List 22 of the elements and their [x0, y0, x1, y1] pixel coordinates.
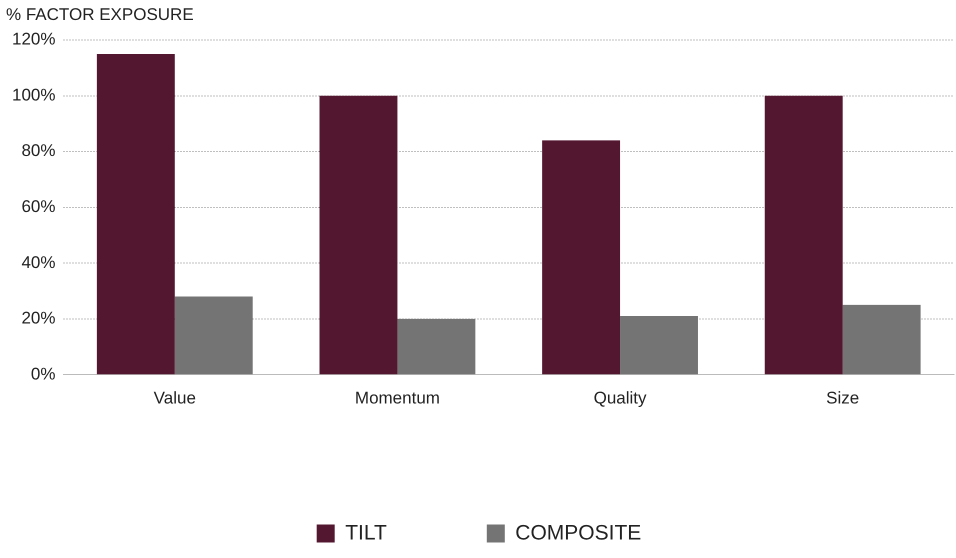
y-tick-label: 40%	[21, 252, 56, 272]
x-tick-label: Size	[826, 388, 860, 408]
bar	[842, 304, 921, 374]
bar	[174, 296, 253, 374]
y-tick-label: 0%	[30, 364, 56, 384]
bar	[96, 54, 175, 374]
y-tick-label: 80%	[21, 141, 56, 160]
legend-label: COMPOSITE	[515, 521, 642, 544]
x-tick-label: Value	[154, 388, 196, 408]
legend-label: TILT	[345, 521, 387, 544]
bar	[620, 316, 698, 374]
bar	[397, 318, 476, 374]
y-tick-label: 20%	[21, 308, 56, 328]
y-tick-label: 100%	[12, 85, 56, 104]
bar	[764, 96, 843, 374]
y-tick-label: 60%	[21, 196, 56, 216]
x-tick-label: Momentum	[354, 388, 440, 408]
x-tick-label: Quality	[594, 388, 648, 408]
bar	[320, 96, 398, 374]
y-tick-label: 120%	[12, 30, 56, 49]
bar	[542, 140, 620, 374]
y-axis-title: % FACTOR EXPOSURE	[6, 5, 194, 25]
